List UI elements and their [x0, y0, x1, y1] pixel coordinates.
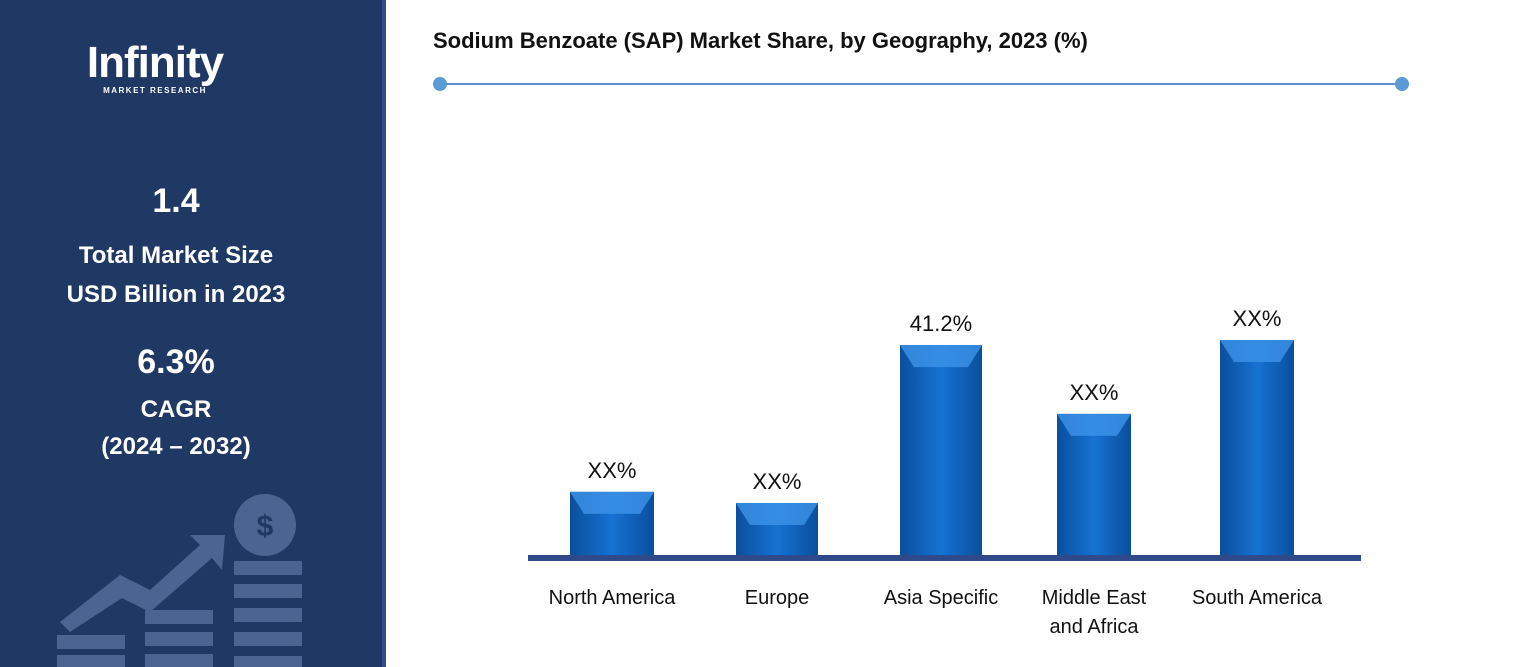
rule-dot — [1395, 77, 1409, 91]
x-tick-label: Middle East and Africa — [1041, 587, 1147, 638]
x-tick-label: South America — [1191, 587, 1323, 609]
value-label: XX% — [1070, 380, 1119, 405]
value-label: XX% — [1233, 306, 1282, 331]
bar-bevel — [900, 345, 982, 368]
baseline — [528, 555, 1361, 561]
market-size-label: USD Billion in 2023 — [66, 281, 286, 308]
bar — [900, 345, 982, 555]
value-label: 41.2% — [910, 311, 972, 336]
value-label: XX% — [588, 458, 637, 483]
x-tick-label: Asia Specific — [883, 587, 999, 609]
x-tick-label: Europe — [744, 587, 810, 609]
chart-title: Sodium Benzoate (SAP) Market Share, by G… — [433, 28, 1088, 53]
bar — [1220, 340, 1294, 555]
bar — [1057, 413, 1131, 555]
cagr-label: CAGR — [140, 396, 212, 423]
bar-bevel — [736, 503, 818, 526]
logo-sub: MARKET RESEARCH — [103, 86, 207, 95]
cagr: 6.3% — [137, 343, 215, 381]
bar-bevel — [570, 491, 654, 514]
bar-bevel — [1220, 340, 1294, 362]
growth-icon: $ — [57, 494, 302, 667]
bar-bevel — [1057, 413, 1131, 436]
x-tick-label: North America — [548, 587, 676, 609]
sidebar: Infinity MARKET RESEARCH 1.4 Total Marke… — [0, 0, 386, 667]
value-label: XX% — [753, 469, 802, 494]
market-size: 1.4 — [152, 182, 200, 220]
market-size-label: Total Market Size — [78, 242, 274, 269]
cagr-period: (2024 – 2032) — [101, 433, 251, 460]
logo: Infinity — [86, 38, 224, 87]
svg-text:$: $ — [257, 510, 274, 543]
rule-dot — [433, 77, 447, 91]
